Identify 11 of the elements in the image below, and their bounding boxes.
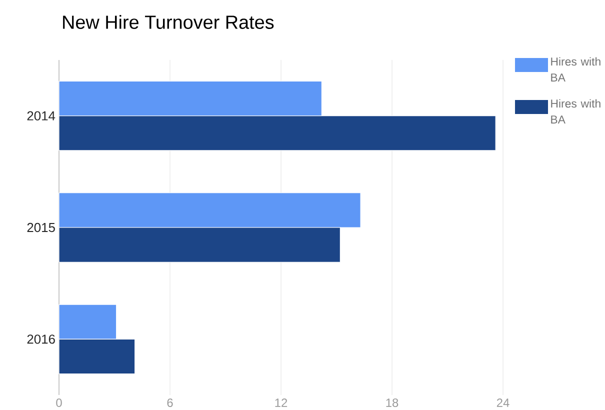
x-tick-label: 0 <box>56 398 62 407</box>
chart-title: New Hire Turnover Rates <box>63 15 274 29</box>
x-tick-label: 24 <box>496 398 510 407</box>
legend-label: Hires with BA <box>551 57 600 82</box>
x-tick-label: 18 <box>386 398 398 407</box>
y-tick-label: 2016 <box>27 334 55 344</box>
legend-label: Hires with BA <box>551 99 600 124</box>
y-tick-label: 2014 <box>27 111 56 120</box>
y-tick-label: 2015 <box>27 222 55 232</box>
x-tick-label: 12 <box>275 398 288 407</box>
x-tick-label: 6 <box>167 398 173 407</box>
